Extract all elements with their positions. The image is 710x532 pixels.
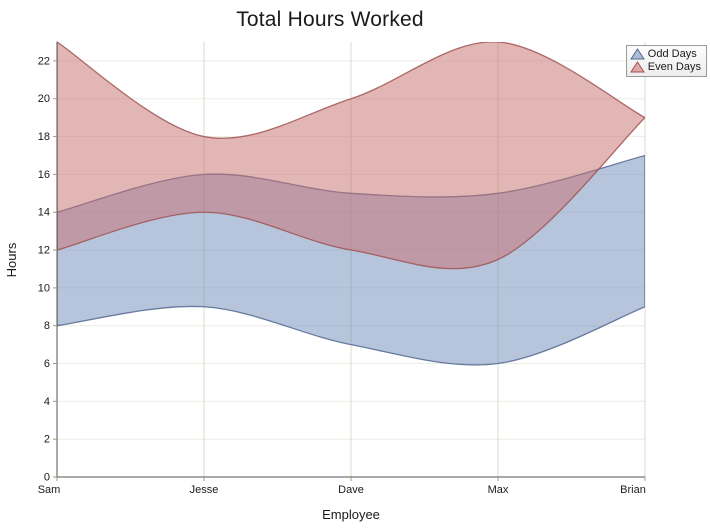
svg-text:Sam: Sam (38, 484, 61, 496)
svg-text:2: 2 (44, 434, 50, 446)
svg-text:Max: Max (488, 484, 509, 496)
svg-text:4: 4 (44, 396, 50, 408)
svg-text:10: 10 (38, 282, 50, 294)
svg-text:12: 12 (38, 245, 50, 257)
svg-text:18: 18 (38, 131, 50, 143)
x-axis-ticks: Sam Jesse Dave Max Brian (38, 477, 646, 496)
svg-text:Dave: Dave (338, 484, 364, 496)
svg-text:6: 6 (44, 358, 50, 370)
y-axis-ticks: 0 2 4 6 8 10 12 14 16 18 20 22 (38, 55, 57, 484)
x-axis-title: Employee (322, 507, 380, 522)
svg-text:16: 16 (38, 169, 50, 181)
svg-text:8: 8 (44, 320, 50, 332)
legend-label: Even Days (647, 61, 701, 73)
series-area (57, 42, 645, 366)
legend: Odd Days Even Days (625, 45, 707, 77)
chart-title: Total Hours Worked (236, 8, 424, 31)
legend-item-even-days: Even Days (629, 61, 701, 73)
area-triangle-icon (629, 61, 645, 73)
svg-text:22: 22 (38, 55, 50, 67)
svg-text:Brian: Brian (620, 484, 646, 496)
svg-text:14: 14 (38, 207, 50, 219)
legend-label: Odd Days (647, 48, 697, 60)
legend-item-odd-days: Odd Days (629, 48, 701, 60)
svg-text:20: 20 (38, 93, 50, 105)
area-triangle-icon (629, 48, 645, 60)
svg-text:0: 0 (44, 472, 50, 484)
series-band-even-days (57, 42, 645, 270)
svg-text:Jesse: Jesse (190, 484, 219, 496)
y-axis-title: Hours (4, 242, 19, 277)
